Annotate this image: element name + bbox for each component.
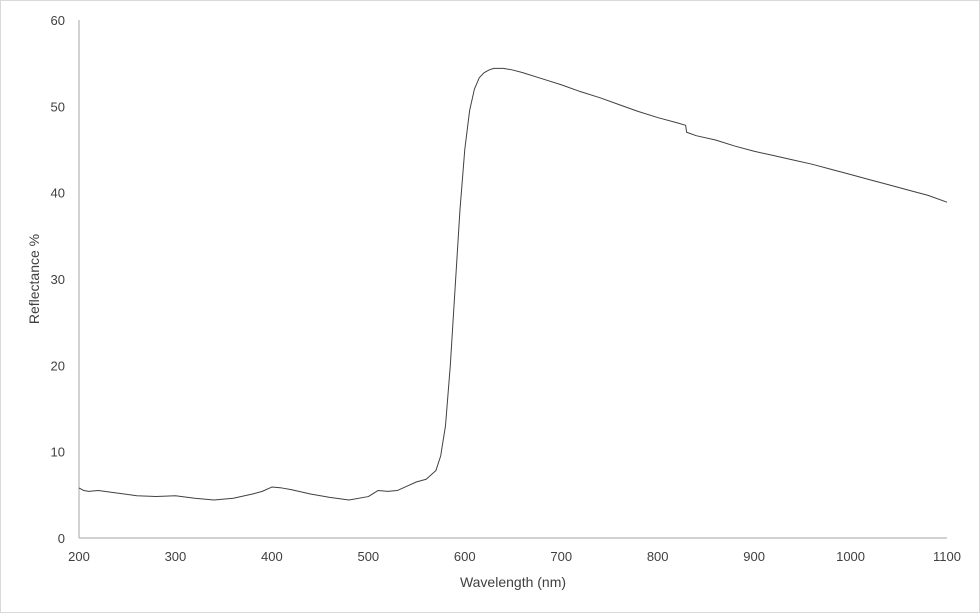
y-tick-label: 30: [51, 272, 65, 287]
y-axis: 0 10 20 30 40 50 60: [51, 13, 80, 546]
y-tick-label: 40: [51, 186, 65, 201]
y-tick-label: 50: [51, 99, 65, 114]
x-axis-title: Wavelength (nm): [460, 574, 566, 590]
reflectance-series-line: [78, 67, 948, 501]
x-tick-label: 1100: [933, 549, 961, 564]
x-tick-label: 200: [68, 549, 90, 564]
y-tick-label: 10: [51, 445, 65, 460]
x-tick-label: 300: [165, 549, 187, 564]
x-axis: 200 300 400 500 600 700 800 900 1000 1100: [68, 537, 961, 564]
y-tick-label: 20: [51, 358, 65, 373]
x-tick-label: 700: [550, 549, 572, 564]
y-axis-title: Reflectance %: [26, 234, 42, 324]
x-tick-label: 500: [357, 549, 379, 564]
x-tick-label: 900: [743, 549, 765, 564]
y-tick-label: 0: [58, 531, 65, 546]
x-tick-label: 400: [261, 549, 283, 564]
y-tick-label: 60: [51, 13, 65, 28]
x-tick-label: 1000: [836, 549, 865, 564]
x-tick-label: 600: [454, 549, 476, 564]
x-tick-label: 800: [647, 549, 669, 564]
